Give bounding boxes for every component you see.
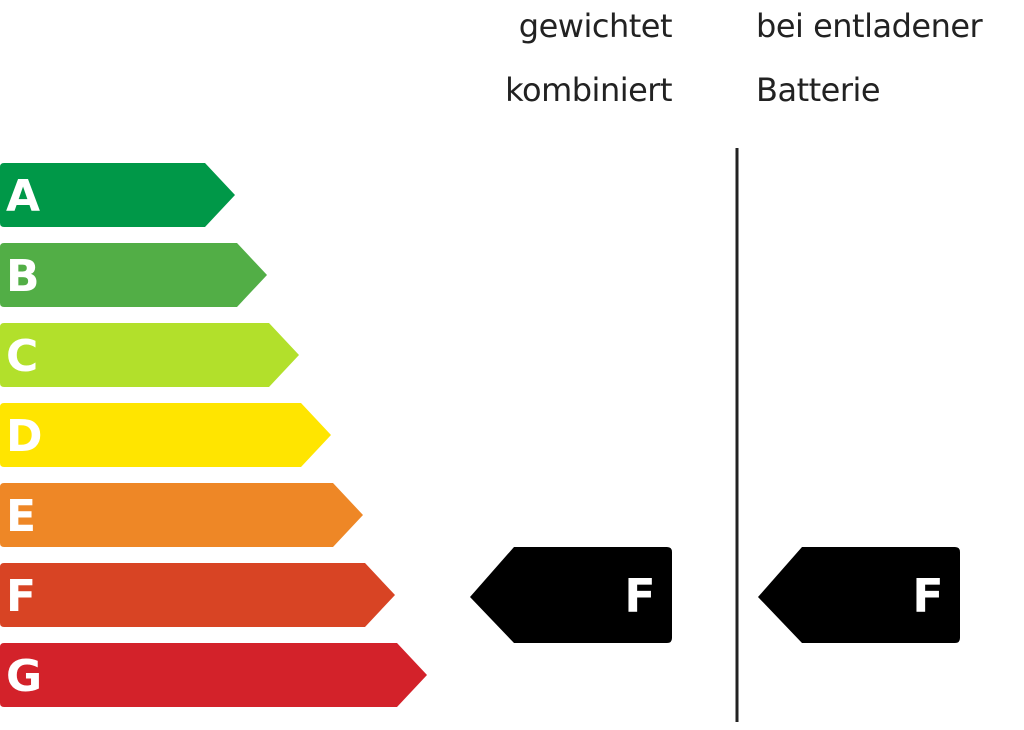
scale-bar-c: C — [0, 323, 299, 387]
header-line-2: Batterie — [756, 71, 881, 109]
scale-bar-label: G — [6, 651, 42, 702]
scale-bar-e: E — [0, 483, 363, 547]
header-line-1: gewichtet — [518, 7, 673, 45]
scale-bar-label: C — [6, 331, 38, 382]
scale-bar-shape — [0, 643, 427, 707]
scale-bar-shape — [0, 323, 299, 387]
scale-bar-label: B — [6, 251, 40, 302]
scale-bar-g: G — [0, 643, 427, 707]
scale-bar-label: D — [6, 411, 43, 462]
scale-bar-label: A — [6, 171, 40, 222]
header-discharged-battery: bei entladener Batterie — [756, 0, 983, 122]
rating-arrow-weighted: F — [470, 547, 672, 643]
scale-bar-shape — [0, 563, 395, 627]
scale-bar-shape — [0, 163, 235, 227]
header-line-2: kombiniert — [505, 71, 672, 109]
scale-bar-shape — [0, 243, 267, 307]
scale-bar-shape — [0, 483, 363, 547]
scale-bar-label: F — [6, 571, 36, 622]
scale-bar-a: A — [0, 163, 235, 227]
header-line-1: bei entladener — [756, 7, 983, 45]
header-weighted-combined: gewichtet kombiniert — [505, 0, 672, 122]
scale-bar-shape — [0, 403, 331, 467]
scale-bar-f: F — [0, 563, 395, 627]
scale-bar-b: B — [0, 243, 267, 307]
rating-label: F — [624, 569, 655, 623]
scale-bar-d: D — [0, 403, 331, 467]
scale-bar-label: E — [6, 491, 36, 542]
rating-label: F — [912, 569, 943, 623]
rating-arrow-discharged: F — [758, 547, 960, 643]
